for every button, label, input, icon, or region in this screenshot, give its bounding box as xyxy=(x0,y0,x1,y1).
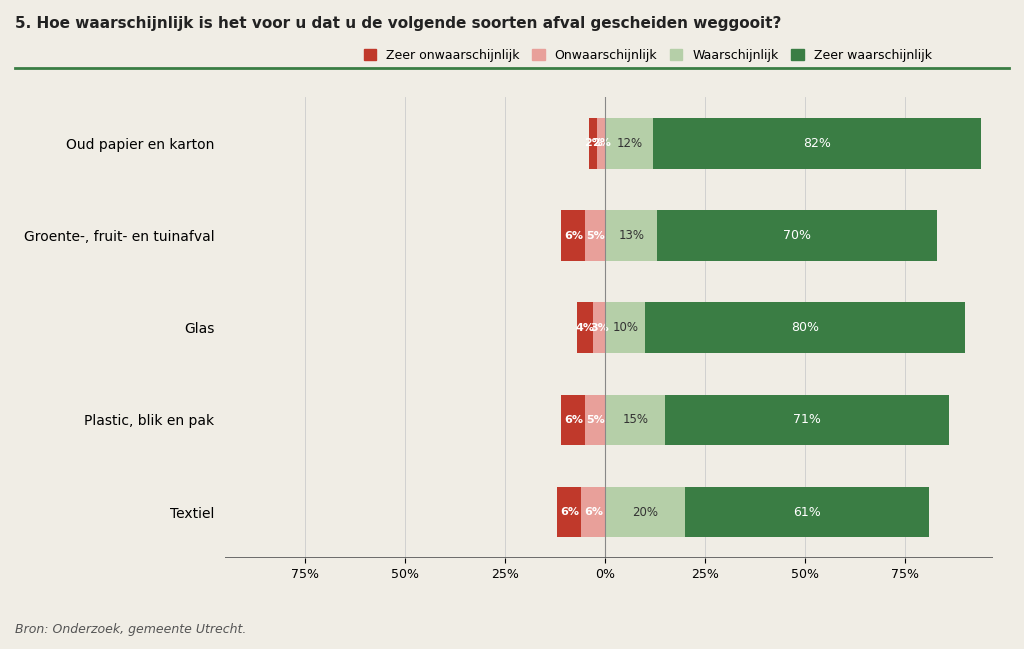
Bar xyxy=(561,395,586,445)
Bar xyxy=(645,302,966,353)
Text: Bron: Onderzoek, gemeente Utrecht.: Bron: Onderzoek, gemeente Utrecht. xyxy=(15,623,247,636)
Text: 3%: 3% xyxy=(590,323,608,333)
Text: 80%: 80% xyxy=(792,321,819,334)
Text: 82%: 82% xyxy=(804,137,831,150)
Legend: Zeer onwaarschijnlijk, Onwaarschijnlijk, Waarschijnlijk, Zeer waarschijnlijk: Zeer onwaarschijnlijk, Onwaarschijnlijk,… xyxy=(358,43,937,67)
Text: 2%: 2% xyxy=(592,138,610,149)
Text: 5. Hoe waarschijnlijk is het voor u dat u de volgende soorten afval gescheiden w: 5. Hoe waarschijnlijk is het voor u dat … xyxy=(15,16,781,31)
Text: 6%: 6% xyxy=(584,507,603,517)
Text: 6%: 6% xyxy=(564,230,583,241)
Text: 5%: 5% xyxy=(586,415,604,425)
Bar xyxy=(586,210,605,261)
Text: 6%: 6% xyxy=(564,415,583,425)
Text: 61%: 61% xyxy=(794,506,821,519)
Bar xyxy=(589,118,597,169)
Bar xyxy=(557,487,582,537)
Text: 2%: 2% xyxy=(584,138,603,149)
Text: 15%: 15% xyxy=(623,413,648,426)
Bar xyxy=(605,395,666,445)
Bar xyxy=(666,395,949,445)
Bar xyxy=(578,302,593,353)
Bar xyxy=(657,210,937,261)
Bar xyxy=(586,395,605,445)
Bar xyxy=(582,487,605,537)
Bar xyxy=(605,118,653,169)
Bar xyxy=(653,118,981,169)
Bar xyxy=(605,487,685,537)
Text: 12%: 12% xyxy=(616,137,642,150)
Text: 13%: 13% xyxy=(618,229,644,242)
Bar xyxy=(597,118,605,169)
Bar xyxy=(685,487,930,537)
Bar xyxy=(605,210,657,261)
Text: 70%: 70% xyxy=(783,229,811,242)
Text: 20%: 20% xyxy=(632,506,658,519)
Text: 6%: 6% xyxy=(560,507,579,517)
Bar xyxy=(605,302,645,353)
Bar xyxy=(561,210,586,261)
Text: 10%: 10% xyxy=(612,321,638,334)
Bar xyxy=(593,302,605,353)
Text: 5%: 5% xyxy=(586,230,604,241)
Text: 4%: 4% xyxy=(575,323,595,333)
Text: 71%: 71% xyxy=(794,413,821,426)
